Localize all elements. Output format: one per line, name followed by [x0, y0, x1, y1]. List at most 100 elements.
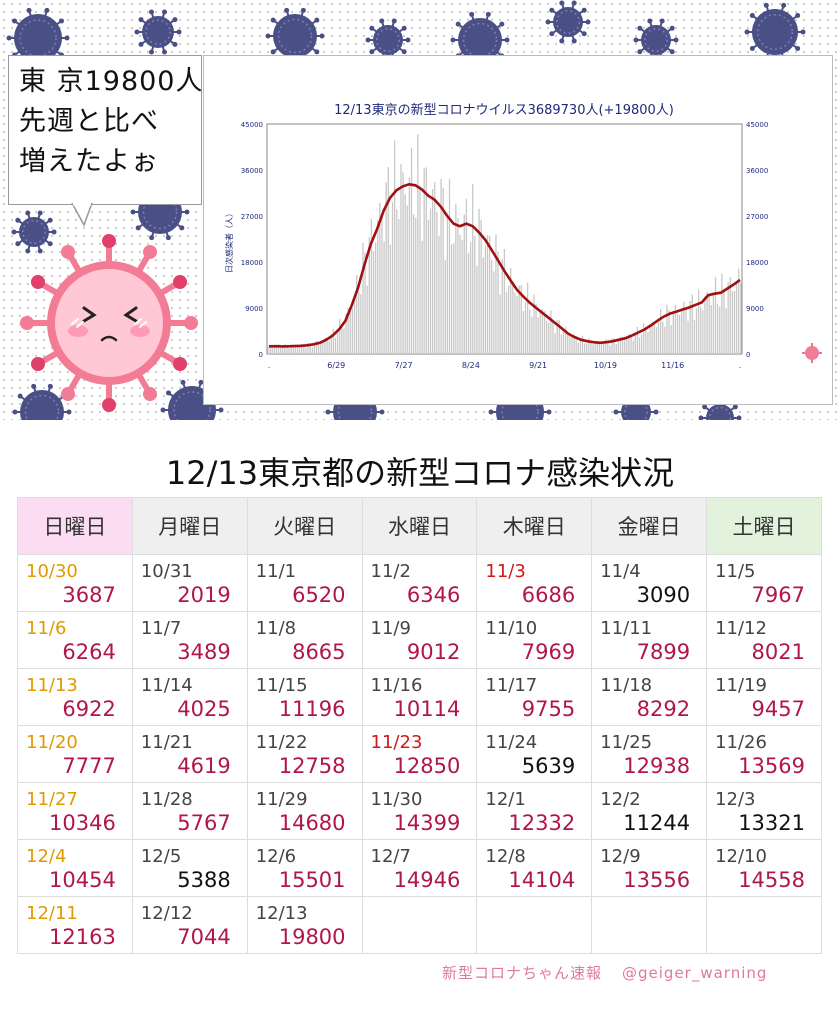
daily-bar: [700, 306, 702, 354]
case-count: 2019: [177, 583, 231, 607]
daily-bar: [349, 308, 351, 354]
weekday-header: 金曜日: [591, 497, 708, 555]
daily-bar: [353, 295, 356, 354]
case-count: 14399: [393, 811, 461, 835]
daily-bar: [738, 268, 740, 354]
daily-bar: [377, 220, 379, 354]
date-label: 11/12: [715, 618, 767, 639]
daily-bar: [273, 348, 275, 354]
daily-bar: [298, 346, 301, 354]
daily-bar: [653, 321, 655, 354]
daily-bar: [286, 346, 288, 354]
date-label: 11/8: [255, 618, 297, 639]
daily-bar: [588, 338, 590, 354]
table-row: 12/4 10454 12/5 5388 12/6 15501 12/7 14946 12/8 1…: [17, 839, 822, 897]
daily-bar: [706, 291, 708, 354]
daily-bar: [573, 334, 575, 354]
daily-bar: [311, 347, 313, 354]
daily-bar: [391, 202, 394, 354]
case-count: 8292: [636, 697, 691, 721]
weekday-header: 土曜日: [706, 497, 822, 555]
daily-bar: [309, 343, 311, 354]
daily-bar: [440, 178, 442, 354]
daily-bar: [708, 294, 710, 354]
daily-bar: [275, 346, 278, 354]
daily-bar: [702, 310, 704, 354]
date-label: 11/15: [255, 675, 308, 696]
daily-bar: [396, 209, 398, 354]
daily-bar: [520, 284, 522, 354]
daily-bar: [383, 241, 385, 354]
daily-bar: [503, 248, 506, 354]
daily-bar: [670, 325, 672, 354]
case-count: 7899: [636, 640, 691, 664]
daily-bar: [484, 245, 487, 354]
date-label: 11/7: [140, 618, 182, 639]
day-cell: 12/7 14946: [361, 839, 478, 897]
daily-bar: [292, 345, 294, 354]
day-cell: 12/4 10454: [17, 839, 133, 897]
daily-bar: [609, 345, 611, 354]
date-label: 12/12: [140, 903, 193, 924]
y-tick-label: 36000: [746, 167, 768, 175]
daily-bar: [626, 338, 628, 354]
daily-bar: [666, 304, 668, 354]
daily-bar: [328, 341, 330, 354]
daily-bar: [459, 235, 461, 354]
daily-bar: [731, 290, 734, 354]
daily-bar: [305, 347, 307, 354]
day-cell: 11/14 4025: [131, 668, 248, 726]
virus-icon: [11, 210, 57, 254]
day-cell: 11/26 13569: [706, 725, 822, 783]
daily-bar: [505, 291, 508, 354]
daily-bar: [729, 276, 731, 354]
daily-bar: [336, 332, 339, 354]
daily-bar: [636, 327, 639, 354]
daily-bar: [412, 214, 415, 354]
daily-bar: [326, 338, 328, 354]
daily-bar: [427, 219, 430, 354]
day-cell: 11/10 7969: [476, 611, 593, 669]
daily-bar: [495, 234, 497, 354]
daily-bar: [632, 340, 634, 354]
day-cell: [706, 896, 822, 954]
case-count: 6922: [62, 697, 116, 721]
x-tick-label: 11/16: [661, 361, 684, 370]
date-label: 11/22: [255, 732, 308, 753]
daily-bar: [548, 322, 550, 354]
case-count: 13569: [738, 754, 805, 778]
daily-cases-table: 日曜日 月曜日 火曜日 水曜日 木曜日 金曜日 土曜日 10/30 3687 10/…: [17, 497, 822, 954]
y-tick-label: 27000: [746, 213, 768, 221]
daily-bar: [590, 341, 592, 354]
date-label: 12/11: [26, 903, 78, 924]
daily-bar: [400, 164, 402, 354]
day-cell: 11/27 10346: [17, 782, 133, 840]
daily-bar: [651, 321, 653, 354]
daily-bar: [345, 313, 347, 354]
case-count: 5767: [177, 811, 231, 835]
daily-bar: [695, 308, 698, 354]
daily-bar: [404, 194, 406, 354]
daily-bar: [526, 282, 529, 354]
daily-bar: [554, 333, 556, 354]
daily-bar: [296, 346, 299, 354]
daily-bar: [343, 328, 345, 354]
daily-bar: [425, 167, 427, 354]
date-label: 11/24: [485, 732, 538, 753]
case-count: 5388: [177, 868, 231, 892]
day-cell: 11/28 5767: [131, 782, 248, 840]
case-count: 6346: [406, 583, 461, 607]
daily-bar: [476, 265, 478, 354]
y-tick-label: 18000: [746, 259, 768, 267]
daily-bar: [406, 205, 408, 354]
daily-bar: [267, 346, 269, 354]
daily-bar: [303, 346, 305, 354]
daily-bar: [436, 211, 438, 354]
daily-bar: [284, 344, 286, 354]
daily-bar: [446, 213, 449, 354]
weekday-header: 月曜日: [131, 497, 248, 555]
daily-bar: [402, 172, 404, 354]
weekday-header-row: 日曜日 月曜日 火曜日 水曜日 木曜日 金曜日 土曜日: [17, 497, 822, 555]
daily-bar: [556, 319, 558, 354]
day-cell: 11/15 11196: [246, 668, 363, 726]
